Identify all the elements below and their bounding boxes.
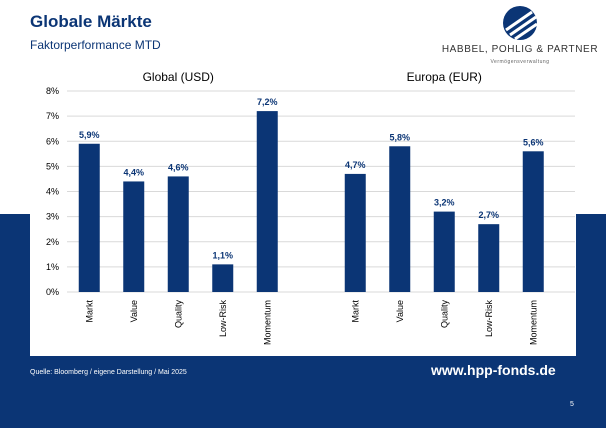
- logo-emblem-icon: [503, 6, 538, 41]
- bar: [256, 111, 278, 292]
- website-link[interactable]: www.hpp-fonds.de: [431, 362, 556, 378]
- bar: [389, 146, 411, 292]
- page-number: 5: [570, 401, 574, 408]
- chart-area: 0% 1% 2% 3% 4% 5% 6% 7% 8% Global (USD) 5,9% Markt 4…: [30, 68, 576, 356]
- x-tick-label: Value: [129, 300, 139, 322]
- y-tick-label: 5%: [46, 161, 59, 171]
- page-title: Globale Märkte: [30, 12, 152, 31]
- data-label: 4,4%: [123, 167, 144, 177]
- page-subtitle: Faktorperformance MTD: [30, 38, 161, 52]
- y-tick-label: 3%: [46, 212, 59, 222]
- x-tick-label: Low-Risk: [484, 300, 494, 338]
- data-label: 2,7%: [478, 210, 499, 220]
- x-tick-label: Momentum: [528, 300, 538, 345]
- company-logo: HABBEL, POHLIG & PARTNER Vermögensverwal…: [440, 4, 600, 70]
- logo-tagline: Vermögensverwaltung: [490, 59, 550, 65]
- y-tick-label: 7%: [46, 111, 59, 121]
- bar: [522, 151, 544, 292]
- data-label: 7,2%: [257, 97, 278, 107]
- y-tick-label: 0%: [46, 287, 59, 297]
- data-label: 4,6%: [168, 162, 189, 172]
- bar: [344, 173, 366, 292]
- source-note: Quelle: Bloomberg / eigene Darstellung /…: [30, 369, 187, 376]
- logo-name: HABBEL, POHLIG & PARTNER: [441, 44, 599, 55]
- x-tick-label: Momentum: [262, 300, 272, 345]
- y-tick-label: 1%: [46, 262, 59, 272]
- x-tick-label: Markt: [84, 300, 94, 323]
- data-label: 5,8%: [389, 132, 410, 142]
- data-label: 1,1%: [212, 250, 233, 260]
- data-label: 5,9%: [79, 130, 100, 140]
- bar-chart: 0% 1% 2% 3% 4% 5% 6% 7% 8% Global (USD) 5,9% Markt 4…: [46, 70, 575, 345]
- bar: [212, 264, 234, 292]
- x-tick-label: Value: [395, 300, 405, 322]
- y-tick-label: 8%: [46, 86, 59, 96]
- data-label: 3,2%: [434, 198, 455, 208]
- group-title: Europa (EUR): [407, 70, 482, 84]
- group-title: Global (USD): [143, 70, 214, 84]
- x-tick-label: Markt: [350, 300, 360, 323]
- data-label: 5,6%: [523, 137, 544, 147]
- bar: [433, 211, 455, 292]
- y-tick-label: 2%: [46, 237, 59, 247]
- x-tick-label: Low-Risk: [218, 300, 228, 338]
- bar: [123, 181, 145, 292]
- x-tick-label: Quality: [439, 300, 449, 329]
- bar: [478, 224, 500, 292]
- bar: [167, 176, 189, 292]
- data-label: 4,7%: [345, 160, 366, 170]
- y-tick-label: 4%: [46, 187, 59, 197]
- y-tick-label: 6%: [46, 136, 59, 146]
- x-tick-label: Quality: [173, 300, 183, 329]
- bar: [78, 143, 100, 292]
